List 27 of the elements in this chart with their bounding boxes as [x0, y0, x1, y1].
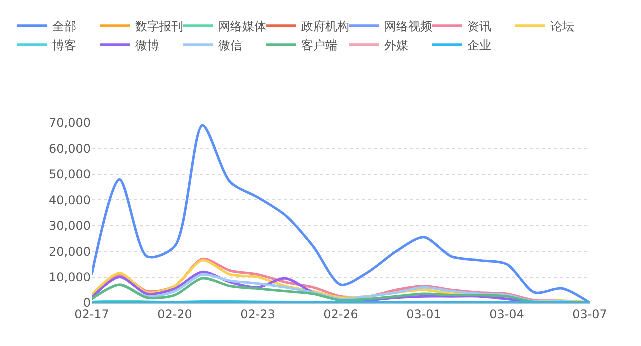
legend-label: 客户端: [301, 38, 338, 53]
x-tick-label: 02-23: [240, 307, 276, 322]
x-tick-label: 03-04: [490, 307, 524, 322]
x-tick-label: 03-01: [406, 307, 442, 322]
legend-label: 数字报刊: [135, 20, 184, 34]
x-tick-label: 03-07: [572, 307, 608, 322]
legend-label: 博客: [52, 38, 76, 53]
y-tick-label: 60,000: [49, 142, 91, 156]
legend-label: 政府机构: [301, 20, 350, 34]
x-tick-label: 02-20: [158, 307, 192, 322]
legend-label: 企业: [467, 38, 492, 53]
legend-label: 网络媒体: [218, 20, 266, 34]
legend-label: 资讯: [467, 20, 492, 34]
legend-label: 微信: [218, 38, 242, 53]
y-tick-label: 50,000: [49, 168, 91, 182]
y-tick-label: 40,000: [49, 193, 91, 208]
legend-label: 外媒: [384, 38, 408, 53]
y-tick-label: 30,000: [49, 219, 91, 234]
y-tick-label: 20,000: [49, 244, 91, 259]
legend-label: 网络视频: [384, 20, 432, 34]
legend-label: 论坛: [550, 20, 574, 34]
legend-label: 全部: [52, 20, 76, 34]
y-tick-label: 10,000: [49, 270, 91, 284]
x-tick-label: 02-26: [324, 307, 358, 322]
line-series: [92, 124, 590, 303]
legend-label: 微博: [135, 38, 160, 53]
y-tick-label: 70,000: [49, 116, 91, 130]
